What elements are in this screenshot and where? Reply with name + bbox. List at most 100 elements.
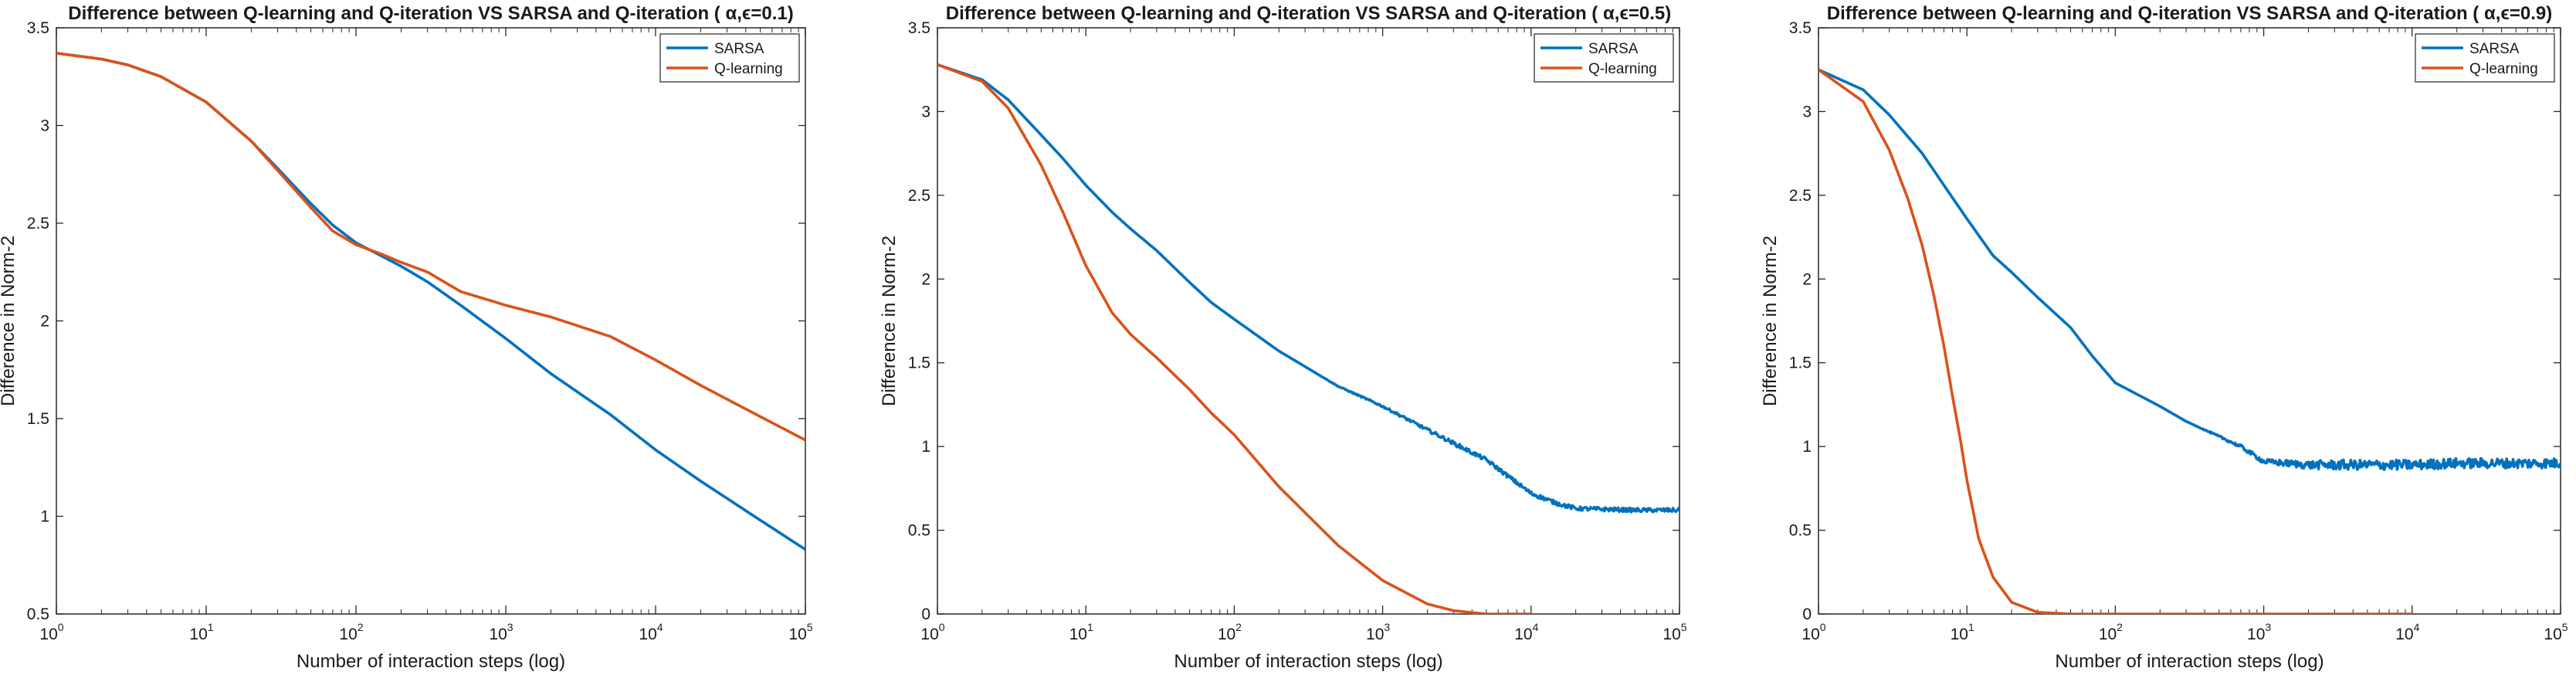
legend-box: [659, 33, 800, 83]
chart-panel-2: Difference between Q-learning and Q-iter…: [879, 3, 1687, 672]
y-axis-label: Difference in Norm-2: [0, 236, 19, 406]
legend-entry: Q-learning: [2469, 61, 2538, 77]
x-tick-exponent: 2: [2117, 621, 2123, 633]
plot-area: [937, 27, 1680, 615]
x-tick-exponent: 5: [1681, 621, 1687, 633]
x-tick-exponent: 1: [208, 621, 214, 633]
y-tick-label: 1: [40, 508, 49, 526]
y-tick-label: 0.5: [908, 522, 930, 540]
chart-panel-3: Difference between Q-learning and Q-iter…: [1760, 3, 2568, 672]
x-axis-label: Number of interaction steps (log): [1174, 651, 1442, 672]
x-tick-base: 10: [1069, 626, 1087, 643]
y-tick-label: 0.5: [1789, 522, 1812, 540]
x-tick-label: 101: [1069, 621, 1093, 643]
y-tick-label: 2: [1802, 270, 1812, 288]
legend-entry: SARSA: [714, 41, 764, 57]
x-tick-base: 10: [920, 626, 938, 643]
legend-entry: SARSA: [2469, 41, 2520, 57]
y-tick-label: 0: [921, 605, 930, 623]
x-tick-base: 10: [339, 626, 357, 643]
x-tick-label: 103: [489, 621, 513, 643]
x-tick-exponent: 1: [1968, 621, 1974, 633]
y-tick-label: 2.5: [908, 187, 930, 205]
y-tick-label: 3.5: [908, 19, 930, 37]
x-tick-exponent: 3: [1384, 621, 1390, 633]
x-tick-label: 100: [39, 621, 63, 643]
y-tick-label: 3.5: [27, 19, 49, 37]
series-line-sarsa: [1818, 68, 2561, 471]
x-tick-label: 105: [1663, 621, 1686, 643]
x-tick-label: 102: [339, 621, 363, 643]
x-tick-label: 104: [1514, 621, 1538, 643]
y-tick-label: 1.5: [27, 410, 49, 428]
y-tick-label: 0.5: [27, 605, 49, 623]
x-tick-exponent: 2: [358, 621, 364, 633]
x-tick-label: 101: [1951, 621, 1974, 643]
x-tick-exponent: 0: [1820, 621, 1826, 633]
y-tick-label: 0: [1802, 605, 1812, 623]
x-tick-label: 104: [2395, 621, 2419, 643]
series-line-q-learning: [937, 63, 1532, 614]
x-tick-label: 100: [920, 621, 944, 643]
x-tick-label: 105: [2544, 621, 2568, 643]
x-tick-label: 101: [189, 621, 213, 643]
y-tick-label: 3: [40, 117, 49, 135]
chart-title: Difference between Q-learning and Q-iter…: [68, 3, 794, 24]
x-tick-label: 104: [639, 621, 663, 643]
legend-entry: Q-learning: [714, 61, 783, 77]
y-tick-label: 1.5: [1789, 354, 1812, 372]
y-tick-label: 2.5: [27, 215, 49, 232]
x-tick-base: 10: [639, 626, 656, 643]
x-tick-base: 10: [2544, 626, 2561, 643]
x-tick-base: 10: [1951, 626, 1968, 643]
x-tick-exponent: 4: [2414, 621, 2420, 633]
legend: SARSA Q-learning: [1534, 33, 1674, 83]
x-axis-label: Number of interaction steps (log): [297, 651, 565, 672]
x-tick-base: 10: [1802, 626, 1819, 643]
x-tick-exponent: 2: [1235, 621, 1242, 633]
y-tick-label: 2.5: [1789, 187, 1812, 205]
y-axis-label: Difference in Norm-2: [1760, 236, 1781, 406]
x-tick-label: 105: [788, 621, 812, 643]
x-tick-base: 10: [39, 626, 57, 643]
legend-box: [2415, 33, 2555, 83]
legend-entry: Q-learning: [1588, 61, 1657, 77]
x-tick-base: 10: [2395, 626, 2413, 643]
x-tick-exponent: 4: [657, 621, 663, 633]
y-tick-label: 3: [1802, 103, 1812, 120]
legend: SARSA Q-learning: [659, 33, 800, 83]
x-tick-exponent: 4: [1533, 621, 1539, 633]
chart-title: Difference between Q-learning and Q-iter…: [946, 3, 1672, 24]
plot-area: [56, 27, 806, 615]
x-tick-exponent: 0: [58, 621, 64, 633]
x-tick-base: 10: [1514, 626, 1532, 643]
x-tick-exponent: 3: [2265, 621, 2271, 633]
y-tick-label: 1.5: [908, 354, 930, 372]
y-axis-label: Difference in Norm-2: [879, 236, 900, 406]
plot-area: [1818, 27, 2561, 615]
x-tick-exponent: 0: [939, 621, 945, 633]
x-tick-base: 10: [189, 626, 207, 643]
x-tick-exponent: 5: [807, 621, 813, 633]
series-line-q-learning: [1818, 68, 2413, 614]
x-tick-exponent: 5: [2562, 621, 2568, 633]
x-tick-base: 10: [1366, 626, 1384, 643]
x-tick-base: 10: [1663, 626, 1680, 643]
y-tick-label: 2: [40, 313, 49, 331]
y-tick-label: 2: [921, 270, 930, 288]
x-tick-base: 10: [1218, 626, 1235, 643]
x-tick-base: 10: [489, 626, 507, 643]
x-tick-label: 103: [2247, 621, 2271, 643]
legend: SARSA Q-learning: [2415, 33, 2555, 83]
legend-box: [1534, 33, 1674, 83]
x-tick-exponent: 3: [507, 621, 514, 633]
x-tick-label: 102: [2099, 621, 2123, 643]
series-line-sarsa: [937, 63, 1679, 514]
y-tick-label: 1: [1802, 438, 1812, 456]
x-tick-label: 100: [1802, 621, 1825, 643]
x-tick-label: 102: [1218, 621, 1242, 643]
chart-panel-1: Difference between Q-learning and Q-iter…: [0, 3, 813, 672]
x-tick-base: 10: [2099, 626, 2117, 643]
x-tick-base: 10: [788, 626, 806, 643]
